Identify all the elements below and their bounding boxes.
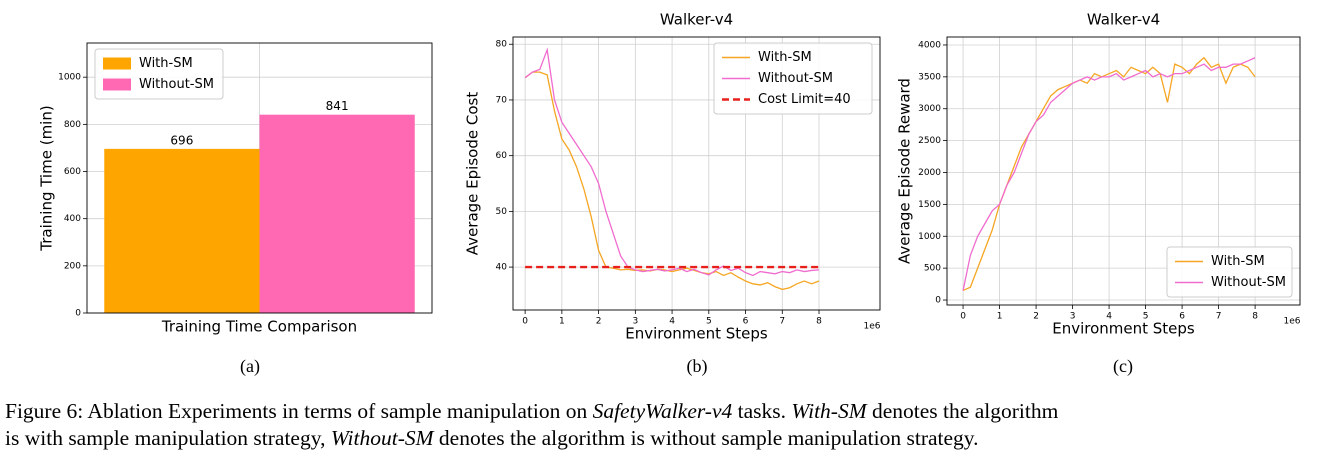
legend-label: Without-SM xyxy=(139,77,214,92)
x-tick-label: 7 xyxy=(779,317,785,327)
legend-label: Cost Limit=40 xyxy=(758,92,851,107)
y-tick-label: 3500 xyxy=(918,72,941,82)
x-tick-label: 2 xyxy=(1033,312,1039,322)
y-tick-label: 1000 xyxy=(58,73,81,83)
axes-frame xyxy=(86,42,433,314)
legend-box xyxy=(1166,246,1293,298)
y-tick-label: 500 xyxy=(924,264,941,274)
line xyxy=(524,71,820,291)
y-tick-label: 0 xyxy=(75,309,81,319)
panel-label: (a) xyxy=(240,356,260,377)
y-tick-label: 800 xyxy=(64,120,81,130)
y-tick-label: 2500 xyxy=(918,136,941,146)
y-axis-label: Average Episode Cost xyxy=(464,92,482,256)
line xyxy=(524,47,820,277)
y-axis-label: Training Time (min) xyxy=(38,105,56,251)
y-tick-label: 50 xyxy=(496,207,508,217)
caption: Figure 6: Ablation Experiments in terms … xyxy=(5,398,1329,452)
x-offset-label: 1e6 xyxy=(1284,317,1301,327)
x-axis-label: Environment Steps xyxy=(625,325,768,343)
axes-frame xyxy=(946,36,1301,306)
caption-italic: With-SM xyxy=(791,399,867,423)
chart-title: Walker-v4 xyxy=(660,11,733,29)
x-tick-label: 3 xyxy=(1070,312,1076,322)
x-tick-label: 1 xyxy=(559,317,565,327)
legend-label: With-SM xyxy=(139,56,193,71)
y-tick-label: 60 xyxy=(496,151,508,161)
y-tick-label: 70 xyxy=(496,95,508,105)
caption-text: is with sample manipulation strategy, xyxy=(5,426,331,450)
axes-frame xyxy=(512,36,881,311)
y-tick-label: 400 xyxy=(64,214,81,224)
legend-swatch xyxy=(103,78,131,91)
data-label: 841 xyxy=(326,99,349,113)
x-axis-label: Environment Steps xyxy=(1052,320,1195,338)
legend-swatch xyxy=(103,57,131,70)
line xyxy=(962,56,1256,292)
x-offset-label: 1e6 xyxy=(864,322,881,332)
figure: Training Time (min) Training Time Compari… xyxy=(38,11,1301,378)
y-tick-label: 4000 xyxy=(918,40,941,50)
legend-label: With-SM xyxy=(1211,254,1265,269)
y-tick-label: 1000 xyxy=(918,232,941,242)
y-tick-label: 200 xyxy=(64,261,81,271)
x-tick-label: 4 xyxy=(669,317,675,327)
y-axis-label: Average Episode Reward xyxy=(896,78,914,264)
caption-text: denotes the algorithm is without sample … xyxy=(433,426,979,450)
x-tick-label: 4 xyxy=(1106,312,1112,322)
caption-italic: Without-SM xyxy=(330,426,434,450)
x-tick-label: 0 xyxy=(522,317,528,327)
x-tick-label: 1 xyxy=(997,312,1003,322)
y-tick-label: 2000 xyxy=(918,168,941,178)
y-tick-label: 3000 xyxy=(918,104,941,114)
legend-box xyxy=(713,42,873,115)
x-tick-label: 8 xyxy=(816,317,822,327)
x-tick-label: 3 xyxy=(632,317,638,327)
x-tick-label: 6 xyxy=(1179,312,1185,322)
legend-label: Without-SM xyxy=(758,71,833,86)
y-tick-label: 1500 xyxy=(918,200,941,210)
x-axis-label: Training Time Comparison xyxy=(161,318,357,336)
y-tick-label: 40 xyxy=(496,263,508,273)
caption-italic: SafetyWalker-v4 xyxy=(592,399,733,423)
chart-title: Walker-v4 xyxy=(1087,11,1160,29)
y-tick-label: 600 xyxy=(64,167,81,177)
panel-label: (b) xyxy=(687,356,708,377)
x-tick-label: 6 xyxy=(743,317,749,327)
x-tick-label: 7 xyxy=(1216,312,1222,322)
panel-label: (c) xyxy=(1113,356,1133,377)
legend-label: Without-SM xyxy=(1211,275,1286,290)
bar xyxy=(104,148,260,313)
caption-text: Figure 6: Ablation Experiments in terms … xyxy=(5,399,593,423)
caption-text: denotes the algorithm xyxy=(866,399,1059,423)
x-tick-label: 8 xyxy=(1252,312,1258,322)
x-tick-label: 5 xyxy=(1143,312,1149,322)
caption-text: tasks. xyxy=(732,399,792,423)
y-tick-label: 80 xyxy=(496,40,508,50)
line xyxy=(962,57,1256,291)
y-tick-label: 0 xyxy=(935,296,941,306)
bar xyxy=(259,114,415,313)
data-label: 696 xyxy=(170,133,193,147)
x-tick-label: 0 xyxy=(960,312,966,322)
x-tick-label: 2 xyxy=(596,317,602,327)
legend-label: With-SM xyxy=(758,50,812,65)
x-tick-label: 5 xyxy=(706,317,712,327)
